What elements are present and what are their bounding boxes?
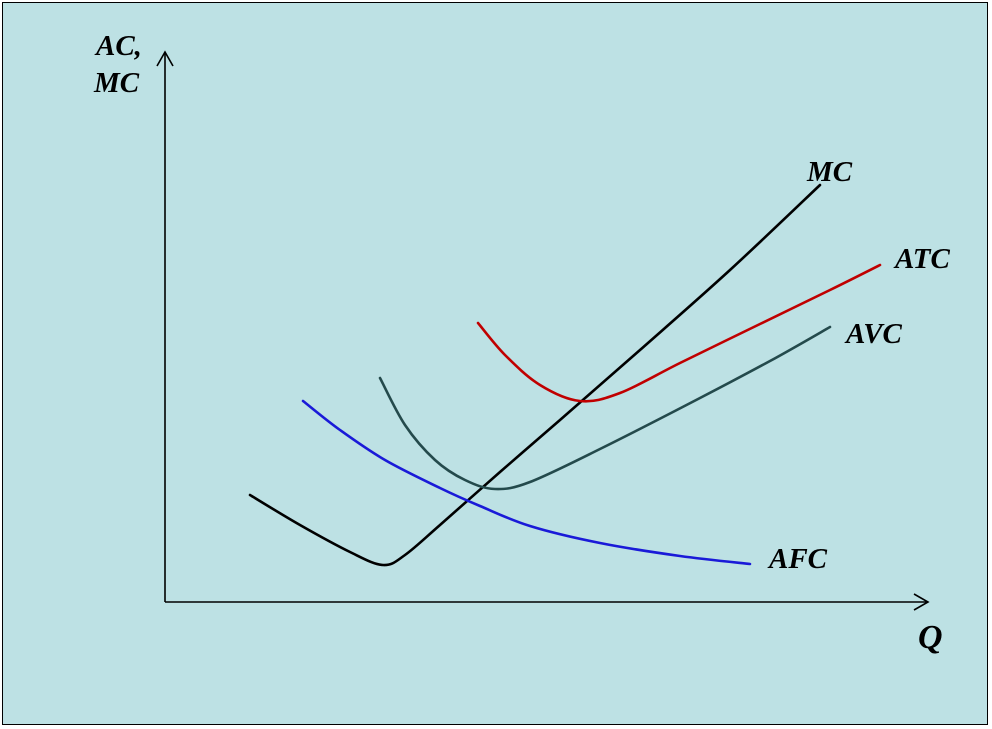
- curve-atc: [476, 263, 882, 403]
- curve-afc: [301, 399, 752, 566]
- series-label-mc: MC: [806, 156, 853, 188]
- y-axis-label-line1: AC,: [94, 30, 142, 62]
- curve-mc: [248, 183, 822, 567]
- x-axis-label: Q: [918, 619, 943, 656]
- y-axis-label-line2: MC: [93, 67, 140, 99]
- y-axis-arrowhead: [156, 50, 174, 67]
- series-label-afc: AFC: [767, 543, 828, 575]
- x-axis-arrowhead: [913, 593, 930, 611]
- curve-avc: [378, 325, 832, 491]
- series-label-atc: ATC: [893, 243, 950, 275]
- series-label-avc: AVC: [844, 318, 903, 350]
